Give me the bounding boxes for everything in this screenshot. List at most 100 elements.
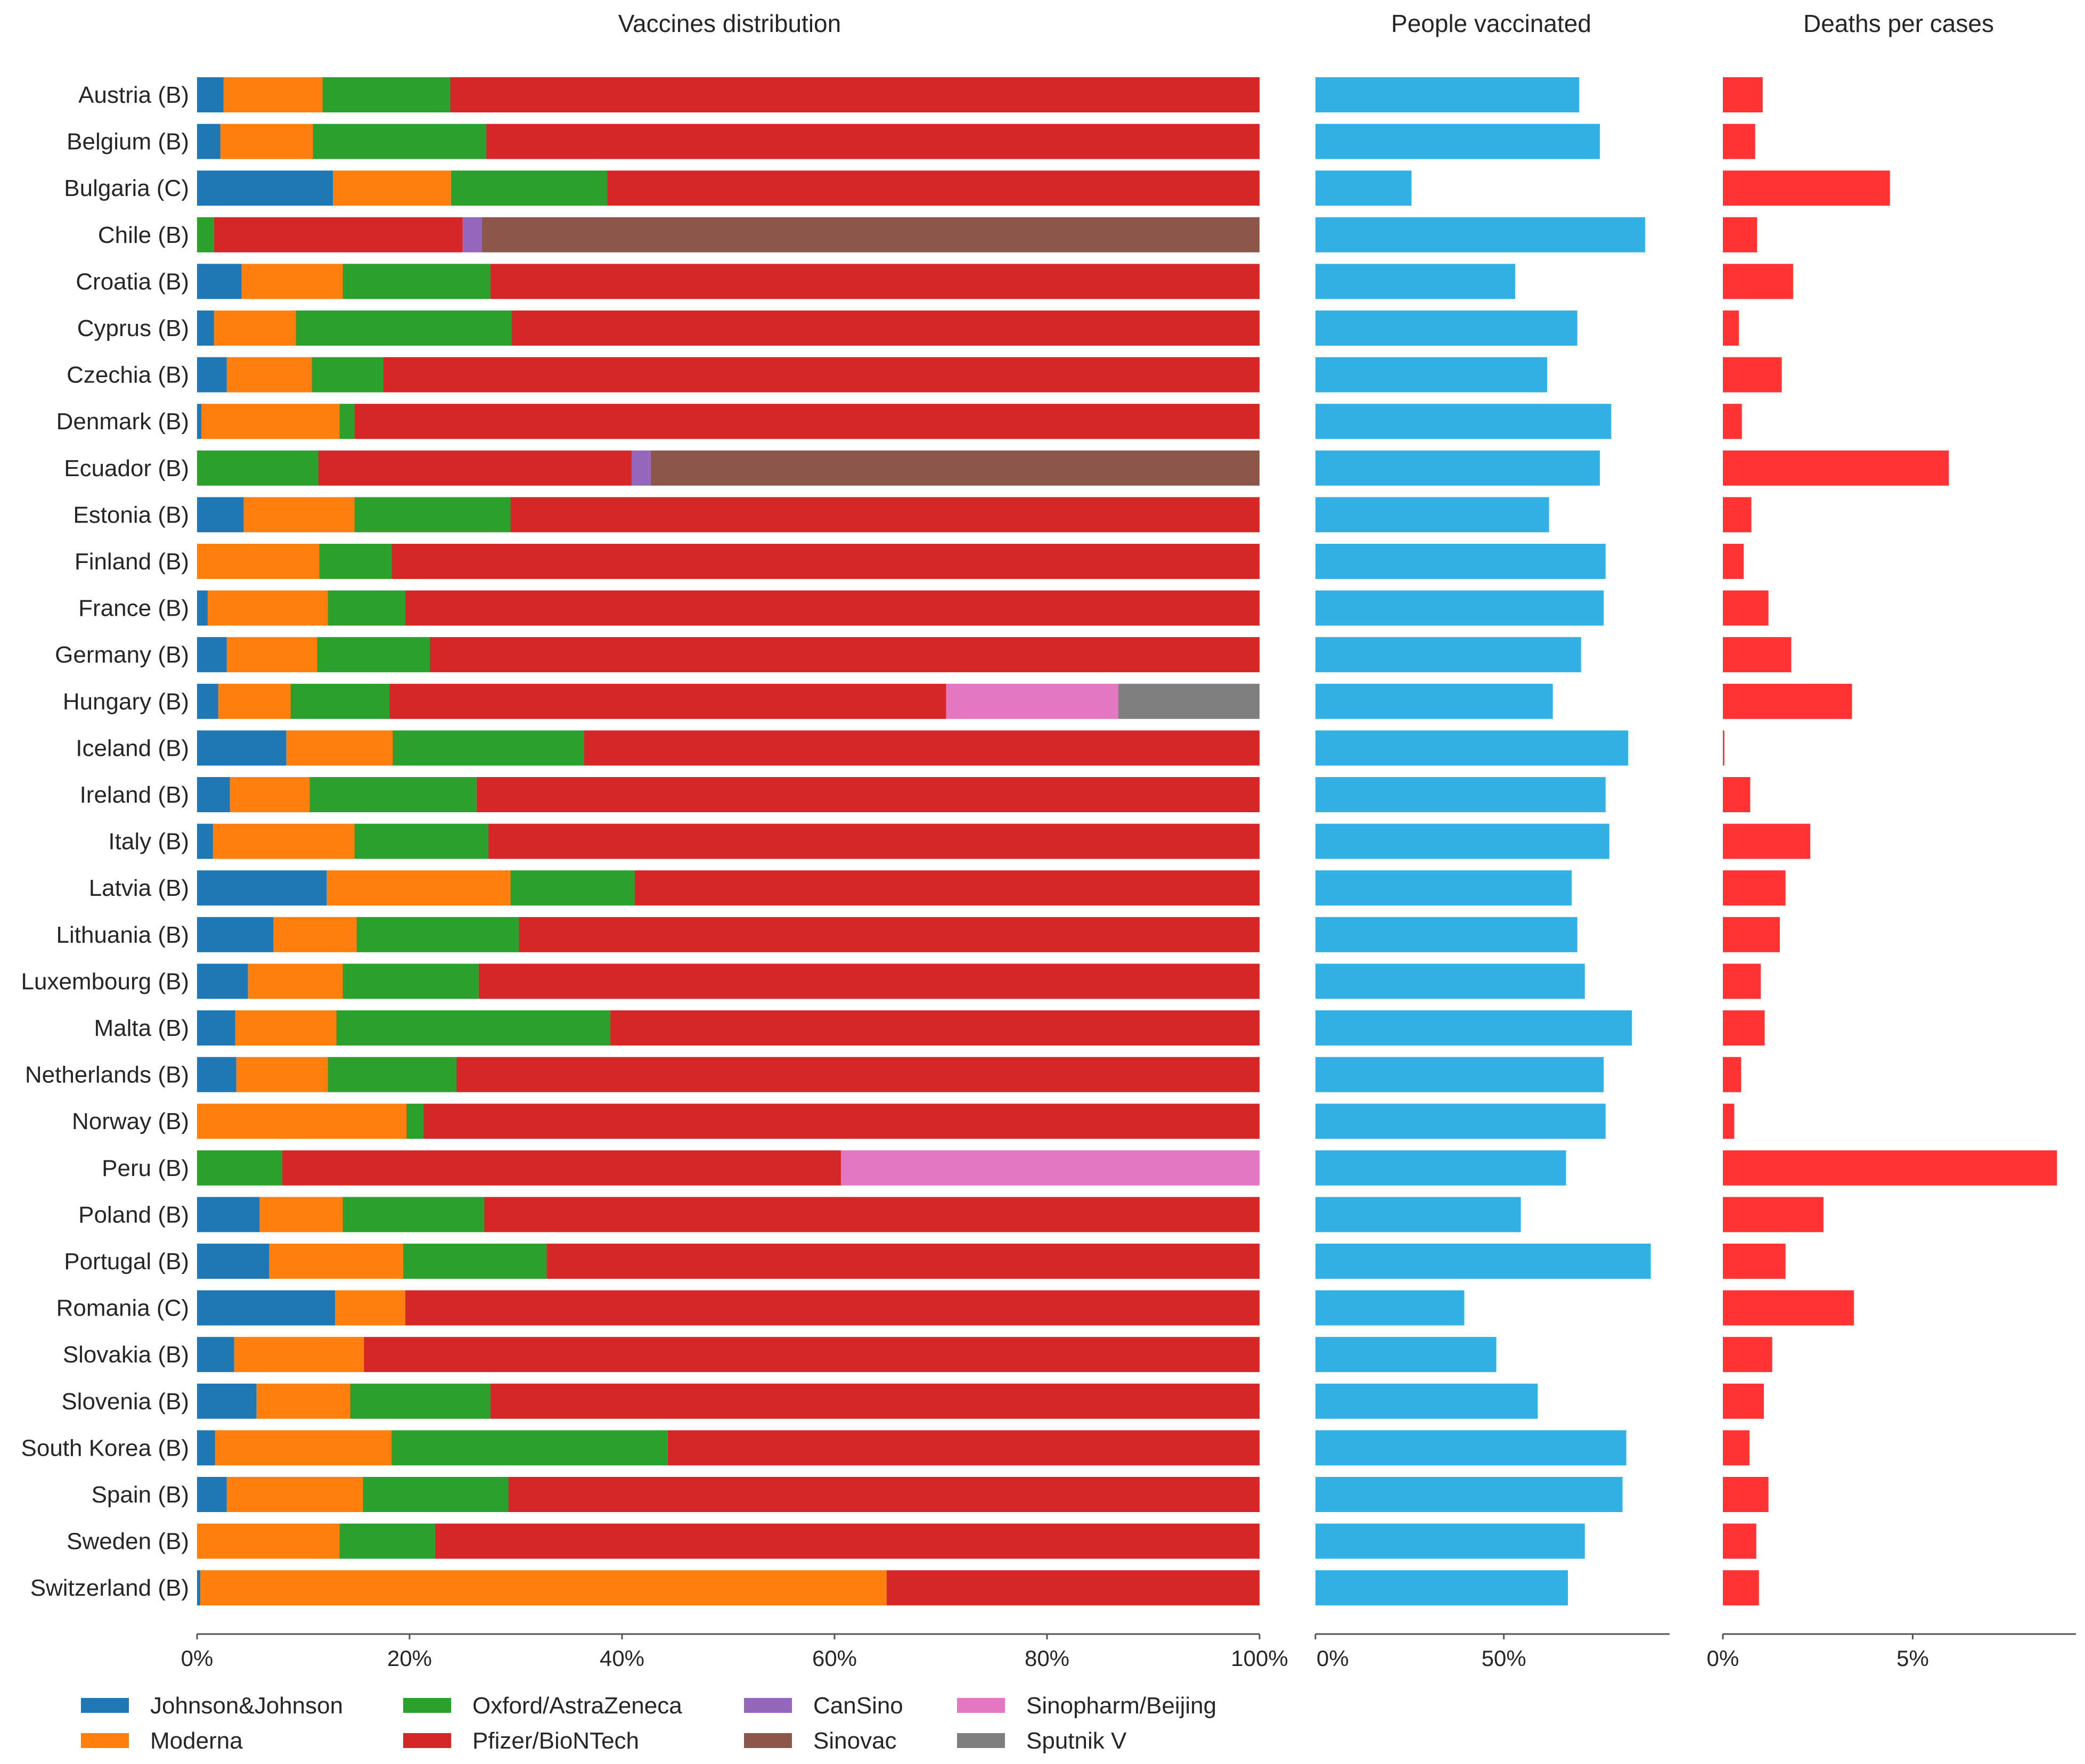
bar-segment <box>296 311 512 346</box>
legend-swatch <box>81 1733 129 1748</box>
deaths-bar <box>1723 1570 1759 1606</box>
x-tick-label: 0% <box>1707 1646 1739 1671</box>
vaccinated-bar <box>1315 1383 1538 1419</box>
country-label: Bulgaria (C) <box>64 175 189 201</box>
legend-swatch <box>957 1698 1005 1713</box>
country-label: Finland (B) <box>75 549 189 575</box>
bar-segment <box>510 497 1260 533</box>
x-tick-label: 100% <box>1231 1646 1288 1671</box>
bar-segment <box>631 450 651 486</box>
x-tick-label: 0% <box>1317 1646 1349 1671</box>
bar-segment <box>197 1523 340 1559</box>
bar-segment <box>226 637 317 673</box>
x-tick-label: 40% <box>600 1646 644 1671</box>
legend-swatch <box>744 1733 792 1748</box>
bar-segment <box>486 124 1260 159</box>
x-tick-label: 0% <box>181 1646 214 1671</box>
bar-segment <box>236 1057 328 1092</box>
bar-segment <box>449 77 1260 112</box>
deaths-bar <box>1723 77 1763 112</box>
deaths-bar <box>1723 311 1739 346</box>
deaths-bar <box>1723 357 1782 393</box>
bar-segment <box>197 823 213 859</box>
bar-segment <box>391 544 1260 579</box>
bar-segment <box>339 1523 435 1559</box>
legend-label: Johnson&Johnson <box>150 1693 343 1719</box>
bar-segment <box>322 77 450 112</box>
bar-segment <box>354 404 1260 439</box>
bar-segment <box>336 1010 611 1046</box>
bar-segment <box>339 404 355 439</box>
country-label: Peru (B) <box>102 1155 189 1181</box>
bar-segment <box>290 683 390 719</box>
bar-segment <box>481 217 1260 252</box>
legend: Johnson&Johnson Moderna Oxford/AstraZeneca… <box>81 1693 1216 1754</box>
country-label: Romania (C) <box>56 1295 189 1321</box>
bar-segment <box>519 917 1260 952</box>
country-label: Estonia (B) <box>73 502 189 528</box>
bar-segment <box>546 1244 1260 1279</box>
bar-segment <box>610 1010 1260 1046</box>
country-label: Netherlands (B) <box>25 1062 189 1088</box>
bar-segment <box>886 1570 1260 1606</box>
legend-swatch <box>403 1698 451 1713</box>
bar-segment <box>197 1197 260 1232</box>
deaths-bar <box>1723 544 1744 579</box>
country-label: Lithuania (B) <box>56 922 189 948</box>
bar-segment <box>197 1570 200 1606</box>
bar-segment <box>484 1197 1260 1232</box>
bar-segment <box>197 1057 236 1092</box>
country-label: Slovenia (B) <box>61 1389 189 1415</box>
vaccinated-bar <box>1315 1057 1604 1092</box>
bar-segment <box>197 497 244 533</box>
vaccinated-bar <box>1315 917 1577 952</box>
x-tick-label: 50% <box>1482 1646 1526 1671</box>
bar-segment <box>510 870 635 906</box>
bar-segment <box>197 357 227 393</box>
country-label: Latvia (B) <box>89 875 189 901</box>
deaths-bar <box>1723 823 1810 859</box>
bar-segment <box>197 170 333 206</box>
bar-segment <box>354 497 511 533</box>
deaths-bar <box>1723 1523 1756 1559</box>
bar-segment <box>235 1010 337 1046</box>
bar-segment <box>197 1150 282 1186</box>
deaths-bar <box>1723 497 1752 533</box>
panel-title-vaccinated: People vaccinated <box>1391 10 1591 37</box>
bar-segment <box>383 357 1260 393</box>
bar-segment <box>218 683 291 719</box>
country-label: Poland (B) <box>78 1202 189 1228</box>
bar-segment <box>282 1150 841 1186</box>
bar-segment <box>317 637 430 673</box>
deaths-per-cases-panel: 0% 5% <box>1707 77 2076 1671</box>
bar-segment <box>259 1197 343 1232</box>
bar-segment <box>200 1570 887 1606</box>
bar-segment <box>197 1430 215 1466</box>
deaths-bar <box>1723 450 1949 486</box>
vaccinated-bar <box>1315 1010 1632 1046</box>
country-label: Luxembourg (B) <box>21 968 189 994</box>
deaths-bar <box>1723 1057 1741 1092</box>
bar-segment <box>342 963 479 999</box>
bar-segment <box>197 1290 336 1326</box>
bar-segment <box>197 963 248 999</box>
bar-segment <box>511 311 1260 346</box>
vaccinated-bar <box>1315 1104 1606 1139</box>
legend-swatch <box>957 1733 1005 1748</box>
bar-segment <box>490 1383 1260 1419</box>
bar-segment <box>1118 683 1260 719</box>
vaccines-distribution-panel: 0% 20% 40% 60% 80% 100% <box>181 77 1288 1671</box>
bar-segment <box>405 590 1260 626</box>
panel-title-deaths: Deaths per cases <box>1803 10 1994 37</box>
bar-segment <box>197 311 214 346</box>
legend-label: CanSino <box>813 1693 903 1719</box>
vaccinated-bar <box>1315 1430 1626 1466</box>
bar-segment <box>214 217 463 252</box>
bar-segment <box>286 730 393 766</box>
bar-segment <box>451 170 608 206</box>
bar-segment <box>607 170 1260 206</box>
x-tick-label: 20% <box>387 1646 432 1671</box>
bar-segment <box>363 1477 509 1512</box>
vaccinated-bar <box>1315 497 1549 533</box>
